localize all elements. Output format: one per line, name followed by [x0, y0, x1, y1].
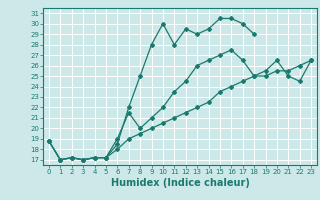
- X-axis label: Humidex (Indice chaleur): Humidex (Indice chaleur): [111, 178, 249, 188]
